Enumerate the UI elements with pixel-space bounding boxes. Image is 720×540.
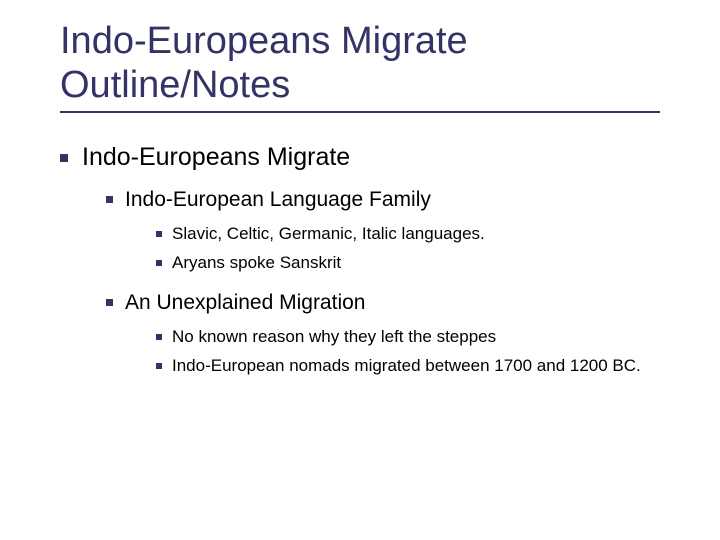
outline-lvl3-item: Aryans spoke Sanskrit — [156, 252, 660, 275]
outline-lvl3-item: No known reason why they left the steppe… — [156, 326, 660, 349]
outline-lvl1-item: Indo-Europeans Migrate — [60, 141, 660, 174]
title-underline — [60, 111, 660, 113]
lvl2-text: An Unexplained Migration — [125, 289, 365, 316]
lvl3-text: Indo-European nomads migrated between 17… — [172, 355, 641, 378]
outline-lvl3-item: Indo-European nomads migrated between 17… — [156, 355, 660, 378]
lvl3-text: Slavic, Celtic, Germanic, Italic languag… — [172, 223, 485, 246]
outline-lvl2-item: An Unexplained Migration — [106, 289, 660, 316]
square-bullet-icon — [156, 363, 162, 369]
lvl2-text: Indo-European Language Family — [125, 186, 431, 213]
slide: Indo-Europeans Migrate Outline/Notes Ind… — [0, 0, 720, 540]
outline-lvl2-item: Indo-European Language Family — [106, 186, 660, 213]
square-bullet-icon — [106, 196, 113, 203]
square-bullet-icon — [156, 260, 162, 266]
lvl3-text: Aryans spoke Sanskrit — [172, 252, 341, 275]
square-bullet-icon — [106, 299, 113, 306]
square-bullet-icon — [60, 154, 68, 162]
square-bullet-icon — [156, 231, 162, 237]
lvl1-text: Indo-Europeans Migrate — [82, 141, 350, 174]
lvl3-text: No known reason why they left the steppe… — [172, 326, 496, 349]
outline-lvl3-item: Slavic, Celtic, Germanic, Italic languag… — [156, 223, 660, 246]
square-bullet-icon — [156, 334, 162, 340]
slide-title: Indo-Europeans Migrate Outline/Notes — [60, 20, 660, 107]
